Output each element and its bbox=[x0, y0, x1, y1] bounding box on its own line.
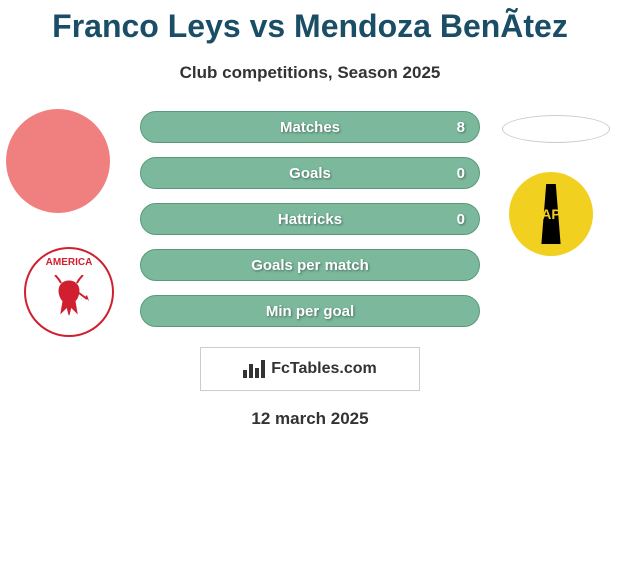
fctables-text: FcTables.com bbox=[271, 360, 377, 378]
stat-bar-matches: Matches 8 bbox=[140, 111, 480, 143]
stat-bar-min-per-goal: Min per goal bbox=[140, 295, 480, 327]
stat-value: 8 bbox=[457, 119, 465, 136]
stat-label: Goals per match bbox=[251, 257, 369, 274]
bar-chart-icon bbox=[243, 360, 265, 378]
team-logo-left: AMERICA bbox=[20, 243, 118, 341]
stat-bar-hattricks: Hattricks 0 bbox=[140, 203, 480, 235]
stat-bars-container: Matches 8 Goals 0 Hattricks 0 Goals per … bbox=[140, 111, 480, 341]
stat-value: 0 bbox=[457, 165, 465, 182]
stat-label: Min per goal bbox=[266, 303, 354, 320]
america-logo-text: AMERICA bbox=[46, 257, 93, 268]
stat-bar-goals: Goals 0 bbox=[140, 157, 480, 189]
stat-value: 0 bbox=[457, 211, 465, 228]
ap-logo: AP bbox=[509, 172, 593, 256]
stat-label: Hattricks bbox=[278, 211, 342, 228]
subtitle: Club competitions, Season 2025 bbox=[0, 63, 620, 83]
devil-icon bbox=[49, 275, 89, 317]
player-photo-right-placeholder bbox=[502, 115, 610, 143]
stat-label: Goals bbox=[289, 165, 331, 182]
comparison-date: 12 march 2025 bbox=[0, 409, 620, 429]
team-logo-right: AP bbox=[502, 165, 600, 263]
player-photo-left bbox=[6, 109, 110, 213]
ap-logo-text: AP bbox=[541, 206, 560, 222]
stat-bar-goals-per-match: Goals per match bbox=[140, 249, 480, 281]
stat-label: Matches bbox=[280, 119, 340, 136]
page-title: Franco Leys vs Mendoza BenÃ­tez bbox=[0, 0, 620, 45]
america-logo: AMERICA bbox=[24, 247, 114, 337]
fctables-attribution: FcTables.com bbox=[200, 347, 420, 391]
